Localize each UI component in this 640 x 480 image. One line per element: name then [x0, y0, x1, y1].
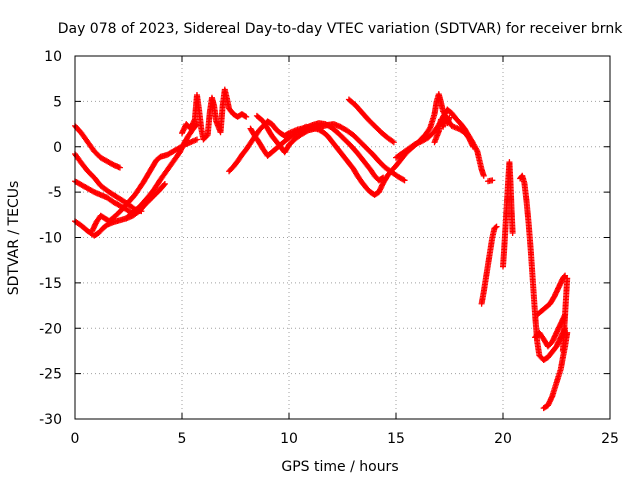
data-point: [564, 275, 571, 282]
tick-labels: 0 5 10 15 20 25 -30 -25 -20 -15 -10 -5 0 5 10: [39, 49, 619, 447]
y-tick-label: 5: [53, 94, 62, 110]
data-point: [243, 113, 250, 120]
x-tick-label: 15: [387, 431, 405, 447]
data-point: [493, 223, 500, 230]
y-tick-label: -10: [39, 231, 62, 247]
series-track-6: [125, 121, 200, 219]
data-point: [509, 229, 516, 236]
series-track-20: [540, 329, 571, 412]
y-tick-label: -30: [39, 412, 62, 428]
data-point: [380, 174, 387, 181]
y-tick-label: -15: [39, 276, 62, 292]
x-tick-label: 5: [178, 431, 187, 447]
data-point: [389, 138, 396, 145]
data-point: [161, 180, 168, 187]
x-tick-label: 20: [494, 431, 512, 447]
y-tick-label: 10: [44, 49, 62, 65]
x-tick-label: 25: [601, 431, 619, 447]
data-point: [390, 139, 397, 146]
data-point: [489, 177, 496, 184]
series-track-11: [345, 96, 397, 146]
chart-title: Day 078 of 2023, Sidereal Day-to-day VTE…: [58, 21, 623, 37]
series-track-21: [559, 275, 571, 354]
series-track-14: [485, 177, 496, 185]
plot-frame: [74, 55, 611, 420]
data-point: [193, 136, 200, 143]
y-tick-label: -25: [39, 367, 62, 383]
data-point: [426, 125, 433, 132]
data-point: [116, 164, 123, 171]
y-axis-label: SDTVAR / TECUs: [6, 181, 22, 296]
x-axis-label: GPS time / hours: [281, 459, 398, 475]
grid-lines: [75, 56, 610, 419]
series-track-12: [393, 106, 487, 179]
data-point: [379, 175, 386, 182]
data-point: [160, 181, 167, 188]
data-point: [400, 176, 407, 183]
data-point: [401, 177, 408, 184]
series-track-19: [534, 272, 569, 318]
x-tick-label: 0: [71, 431, 80, 447]
series-track-1: [72, 122, 123, 171]
data-point: [446, 114, 453, 121]
y-tick-label: 0: [53, 140, 62, 156]
y-tick-label: -5: [48, 185, 62, 201]
series-track-15: [478, 223, 500, 307]
data-point: [492, 224, 499, 231]
x-tick-label: 10: [280, 431, 298, 447]
data-marks: [72, 86, 571, 412]
series-track-7: [179, 86, 250, 143]
series-track-16: [500, 159, 516, 270]
data-point: [242, 113, 249, 120]
data-point: [480, 172, 487, 179]
series-track-10: [247, 120, 387, 184]
y-tick-label: -20: [39, 321, 62, 337]
series-track-13: [431, 112, 453, 146]
